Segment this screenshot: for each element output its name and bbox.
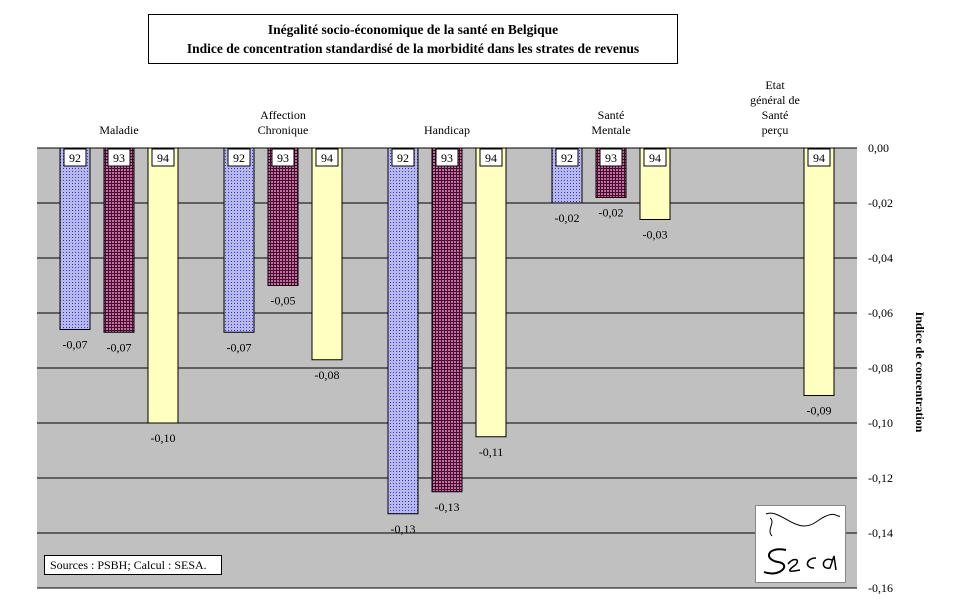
- y-tick-label: -0,10: [868, 416, 893, 430]
- data-label: -0,07: [227, 340, 252, 354]
- y-tick-label: -0,08: [868, 361, 893, 375]
- series-label-box: [435, 148, 459, 167]
- category-label: Affection: [260, 108, 306, 122]
- bar-93: [267, 147, 299, 286]
- logo-icon: [763, 512, 841, 575]
- data-label: -0,03: [643, 228, 668, 242]
- bar-93: [103, 147, 135, 333]
- category-label: général de: [750, 93, 800, 107]
- series-label: 92: [397, 151, 409, 165]
- series-label: 92: [69, 151, 81, 165]
- data-label: -0,02: [555, 211, 580, 225]
- y-tick-label: -0,02: [868, 196, 893, 210]
- series-label: 92: [561, 151, 573, 165]
- y-tick-label: 0,00: [868, 141, 889, 155]
- sesa-logo: [755, 505, 846, 583]
- y-tick-label: -0,12: [868, 471, 893, 485]
- series-label: 93: [605, 151, 617, 165]
- series-label: 94: [321, 151, 333, 165]
- source-note: Sources : PSBH; Calcul : SESA.: [44, 555, 222, 575]
- series-label-box: [807, 148, 831, 167]
- category-label: Santé: [598, 108, 625, 122]
- category-label: Etat: [765, 78, 785, 92]
- data-label: -0,05: [271, 294, 296, 308]
- series-label-box: [479, 148, 503, 167]
- y-tick-label: -0,16: [868, 581, 893, 595]
- category-label: Santé: [762, 108, 789, 122]
- series-label-box: [315, 148, 339, 167]
- category-label: Handicap: [424, 123, 470, 137]
- bar-94: [475, 147, 507, 438]
- category-label: Maladie: [99, 123, 138, 137]
- bar-94: [147, 147, 179, 424]
- chart-title-box: Inégalité socio-économique de la santé e…: [148, 14, 678, 64]
- series-label: 94: [157, 151, 169, 165]
- category-label: perçu: [762, 123, 789, 137]
- series-label: 94: [649, 151, 661, 165]
- series-label-box: [107, 148, 131, 167]
- bar-92: [223, 147, 255, 333]
- series-label-box: [555, 148, 579, 167]
- data-label: -0,13: [391, 522, 416, 536]
- y-tick-label: -0,14: [868, 526, 893, 540]
- series-label-box: [227, 148, 251, 167]
- series-label: 93: [113, 151, 125, 165]
- data-label: -0,11: [479, 445, 504, 459]
- chart-subtitle: Indice de concentration standardisé de l…: [186, 41, 640, 56]
- series-label-box: [151, 148, 175, 167]
- bar-94: [311, 147, 343, 361]
- series-label: 92: [233, 151, 245, 165]
- category-label: Chronique: [258, 123, 309, 137]
- series-label: 94: [485, 151, 497, 165]
- data-label: -0,02: [599, 206, 624, 220]
- series-label: 93: [441, 151, 453, 165]
- y-tick-label: -0,04: [868, 251, 893, 265]
- y-axis-label: Indice de concentration: [913, 312, 927, 433]
- data-label: -0,10: [151, 431, 176, 445]
- data-label: -0,08: [315, 368, 340, 382]
- bar-93: [431, 147, 463, 493]
- series-label: 93: [277, 151, 289, 165]
- data-label: -0,07: [107, 340, 132, 354]
- series-label-box: [599, 148, 623, 167]
- bar-94: [803, 147, 835, 396]
- series-label-box: [271, 148, 295, 167]
- bar-92: [387, 147, 419, 515]
- data-label: -0,13: [435, 500, 460, 514]
- series-label: 94: [813, 151, 825, 165]
- category-label: Mentale: [591, 123, 630, 137]
- chart-title: Inégalité socio-économique de la santé e…: [267, 22, 559, 37]
- y-tick-label: -0,06: [868, 306, 893, 320]
- series-label-box: [643, 148, 667, 167]
- series-label-box: [391, 148, 415, 167]
- data-label: -0,09: [807, 404, 832, 418]
- series-label-box: [63, 148, 87, 167]
- bar-92: [59, 147, 91, 330]
- data-label: -0,07: [63, 338, 88, 352]
